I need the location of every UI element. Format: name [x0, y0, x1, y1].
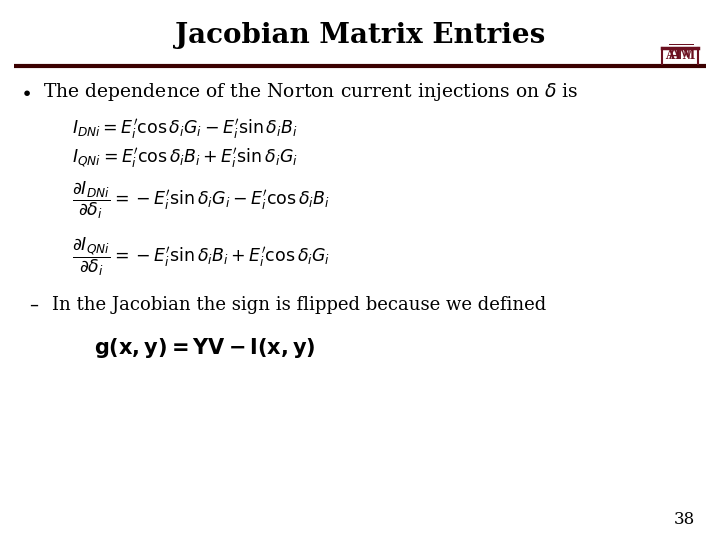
Text: $\overline{\rm A}$$\!\overline{\!\rm T\!}\!$$\overline{\rm M}$: $\overline{\rm A}$$\!\overline{\!\rm T\!… — [668, 44, 693, 64]
Text: $\dfrac{\partial I_{QNi}}{\partial \delta_i} = -E_i^{\prime} \sin \delta_i B_i +: $\dfrac{\partial I_{QNi}}{\partial \delt… — [72, 235, 330, 278]
Text: –: – — [29, 296, 37, 314]
Text: The dependence of the Norton current injections on $\delta$ is: The dependence of the Norton current inj… — [43, 81, 579, 103]
Text: 38: 38 — [673, 511, 695, 528]
Text: $I_{QNi} = E_i^{\prime} \cos \delta_i B_i + E_i^{\prime} \sin \delta_i G_i$: $I_{QNi} = E_i^{\prime} \cos \delta_i B_… — [72, 146, 298, 170]
Text: $\bullet$: $\bullet$ — [20, 82, 31, 102]
Text: $\dfrac{\partial I_{DNi}}{\partial \delta_i} = -E_i^{\prime} \sin \delta_i G_i -: $\dfrac{\partial I_{DNi}}{\partial \delt… — [72, 179, 330, 220]
Text: Jacobian Matrix Entries: Jacobian Matrix Entries — [175, 22, 545, 49]
Text: $\mathbf{g(x,y) = YV - I(x,y)}$: $\mathbf{g(x,y) = YV - I(x,y)}$ — [94, 336, 315, 360]
Text: ATM: ATM — [665, 49, 696, 62]
Text: $I_{DNi} = E_i^{\prime} \cos \delta_i G_i - E_i^{\prime} \sin \delta_i B_i$: $I_{DNi} = E_i^{\prime} \cos \delta_i G_… — [72, 117, 297, 140]
Text: In the Jacobian the sign is flipped because we defined: In the Jacobian the sign is flipped beca… — [52, 296, 546, 314]
